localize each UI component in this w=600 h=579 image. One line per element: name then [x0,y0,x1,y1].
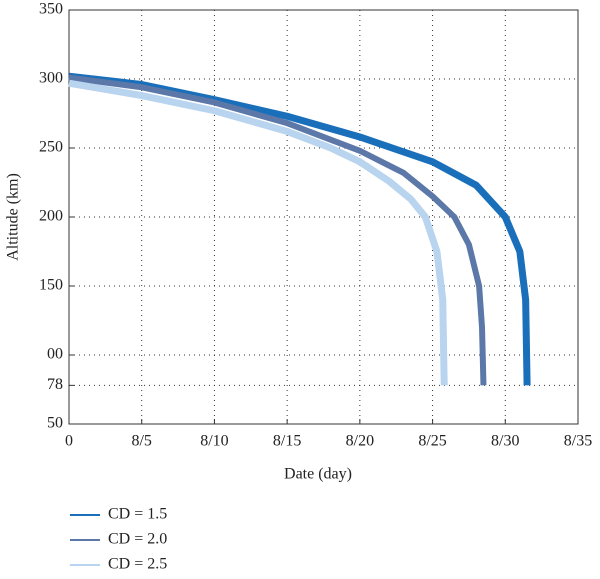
x-axis-label: Date (day) [284,466,352,483]
x-tick-label: 8/20 [346,433,374,450]
y-tick-label: 78 [47,376,63,393]
x-tick-label: 8/25 [418,433,446,450]
series-line [68,74,487,386]
y-tick-label: 00 [47,346,63,363]
x-tick-label: 8/15 [273,433,301,450]
x-tick-label: 8/5 [131,433,151,450]
x-tick-label: 8/35 [564,433,592,450]
y-tick-label: 150 [39,277,63,294]
legend-label: CD = 2.5 [108,556,167,573]
series-line [68,79,448,386]
legend-label: CD = 2.0 [108,531,167,548]
y-tick-label: 300 [39,70,63,87]
y-axis-label: Altitude (km) [5,173,22,261]
y-tick-label: 50 [47,415,63,432]
x-tick-label: 0 [65,433,73,450]
y-tick-label: 200 [39,208,63,225]
x-tick-label: 8/30 [491,433,519,450]
x-tick-label: 8/10 [200,433,228,450]
y-tick-label: 250 [39,139,63,156]
y-tick-label: 350 [39,1,63,18]
legend-label: CD = 1.5 [108,506,167,523]
